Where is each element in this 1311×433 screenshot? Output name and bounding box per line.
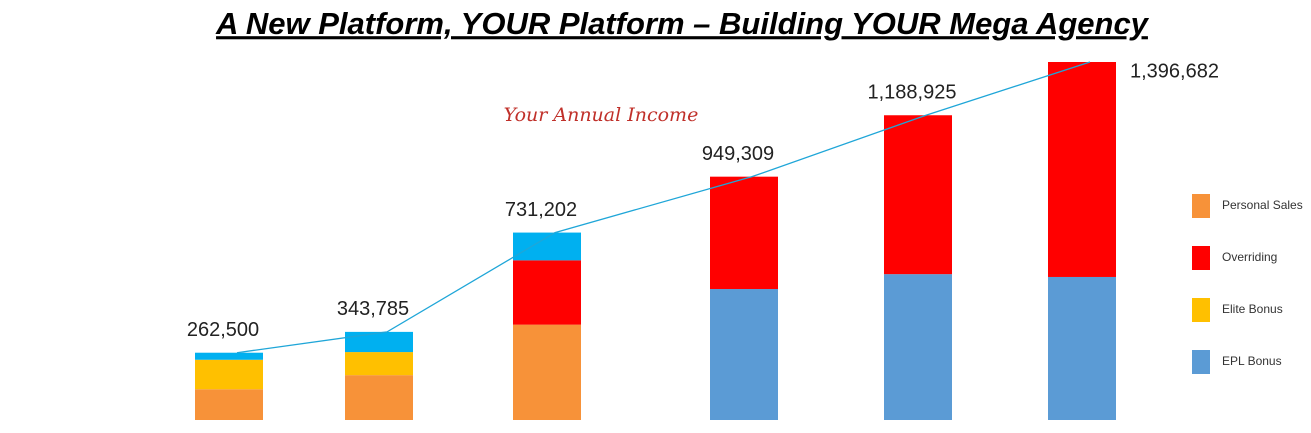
- bar-segment: [1048, 276, 1116, 420]
- legend-label: Personal Sales: [1222, 198, 1303, 212]
- legend-label: EPL Bonus: [1222, 354, 1282, 368]
- data-label: 949,309: [702, 143, 774, 165]
- bar-segment: [513, 324, 581, 420]
- data-label: 1,396,682: [1130, 60, 1219, 82]
- bar-segment: [195, 359, 263, 390]
- bar-segment: [345, 331, 413, 353]
- bar-segment: [345, 352, 413, 376]
- bar-segment: [710, 289, 778, 420]
- chart-title: A New Platform, YOUR Platform – Building…: [215, 6, 1150, 41]
- chart-subtitle: Your Annual Income: [504, 104, 699, 126]
- bar-segment: [345, 375, 413, 420]
- total-line: [236, 61, 1091, 354]
- legend-swatch: [1192, 350, 1210, 374]
- data-label: 343,785: [337, 298, 409, 320]
- legend-swatch: [1192, 194, 1210, 218]
- bar-segment: [884, 274, 952, 420]
- bar-segment: [710, 176, 778, 290]
- legend-label: Overriding: [1222, 250, 1277, 264]
- legend-label: Elite Bonus: [1222, 302, 1283, 316]
- legend-swatch: [1192, 246, 1210, 270]
- data-label: 731,202: [505, 199, 577, 221]
- data-label: 1,188,925: [868, 82, 957, 104]
- bar-segment: [1048, 62, 1116, 277]
- legend-swatch: [1192, 298, 1210, 322]
- bar-segment: [884, 115, 952, 275]
- bar-segment: [195, 352, 263, 360]
- bar-segment: [195, 389, 263, 420]
- data-label: 262,500: [187, 319, 259, 341]
- bar-segment: [513, 260, 581, 325]
